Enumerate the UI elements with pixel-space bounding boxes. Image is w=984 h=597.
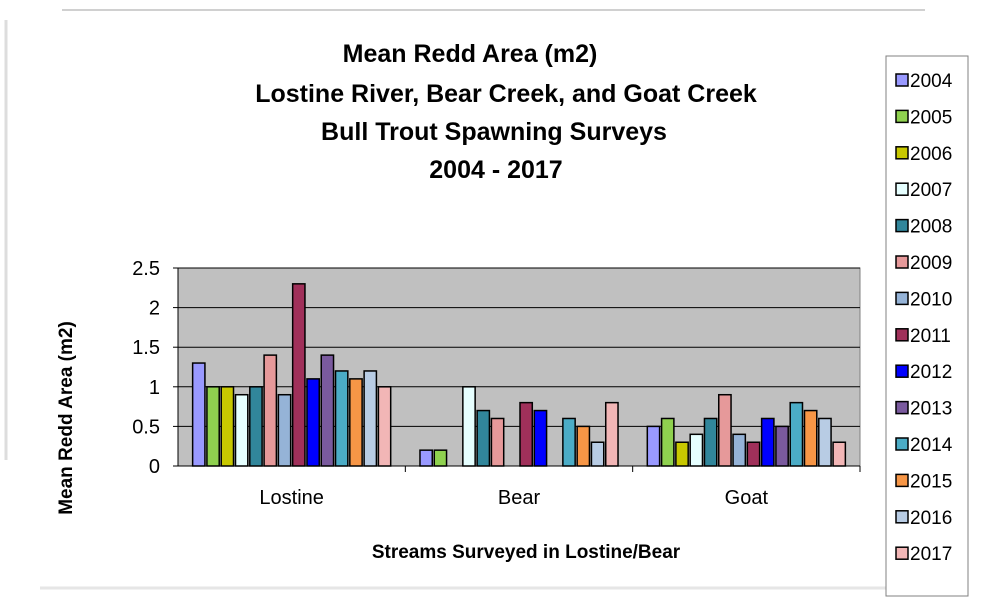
chart-title: Mean Redd Area (m2) Lostine River, Bear … bbox=[255, 40, 757, 184]
title-line-3: Bull Trout Spawning Surveys bbox=[321, 118, 667, 146]
bar-2007-goat bbox=[689, 433, 704, 467]
y-tick-labels: 0 0.5 1 1.5 2 2.5 bbox=[132, 258, 178, 478]
grid-lines bbox=[178, 267, 860, 427]
bar-2010-lostine bbox=[277, 393, 292, 467]
category-label: Lostine bbox=[259, 487, 324, 509]
axes bbox=[177, 268, 861, 472]
y-axis-title: Mean Redd Area (m2) bbox=[56, 321, 77, 515]
bar-2010-goat bbox=[732, 433, 747, 467]
bar-2005-goat bbox=[660, 417, 675, 467]
bar-2004-goat bbox=[646, 425, 661, 467]
bar-2015-lostine bbox=[349, 378, 363, 467]
legend-swatch-2008 bbox=[895, 218, 909, 233]
legend-swatch-2007 bbox=[895, 182, 909, 196]
bar-2017-lostine bbox=[377, 386, 392, 467]
plot-area bbox=[177, 267, 861, 467]
legend-label-2009: 2009 bbox=[910, 253, 952, 274]
category-labels: Lostine Bear Goat bbox=[259, 487, 768, 509]
legend-label-2010: 2010 bbox=[910, 289, 952, 310]
bar-2009-lostine bbox=[263, 354, 278, 467]
bar-2007-lostine bbox=[234, 393, 249, 467]
bar-2012-goat bbox=[760, 417, 775, 467]
bar-2009-goat bbox=[718, 393, 732, 467]
bar-2007-bear bbox=[462, 386, 476, 467]
bar-2011-goat bbox=[746, 441, 761, 467]
legend-label-2013: 2013 bbox=[910, 399, 952, 420]
title-line-1: Mean Redd Area (m2) bbox=[343, 40, 598, 68]
y-tick-label: 1.5 bbox=[132, 337, 160, 359]
legend-label-2015: 2015 bbox=[910, 471, 952, 492]
legend-swatch-2009 bbox=[895, 255, 909, 269]
legend-swatch-2016 bbox=[895, 510, 909, 524]
bar-2014-goat bbox=[789, 401, 804, 467]
legend-label-2004: 2004 bbox=[910, 71, 953, 92]
bar-2013-lostine bbox=[320, 354, 335, 467]
legend: 2004 2005 2006 2007 2008 2009 2010 2011 2012 2013… bbox=[885, 55, 969, 597]
y-tick-label: 2 bbox=[149, 298, 160, 320]
bar-2015-bear bbox=[576, 425, 591, 467]
bar-2012-bear bbox=[533, 409, 548, 467]
bar-2008-goat bbox=[703, 417, 718, 467]
y-tick-label: 0.5 bbox=[132, 416, 160, 438]
legend-label-2014: 2014 bbox=[910, 435, 953, 456]
bar-2005-lostine bbox=[206, 386, 220, 467]
bar-2016-lostine bbox=[363, 370, 378, 467]
bar-2016-bear bbox=[590, 441, 605, 467]
bar-2004-bear bbox=[419, 449, 434, 467]
legend-label-2008: 2008 bbox=[910, 217, 952, 238]
x-axis-title: Streams Surveyed in Lostine/Bear bbox=[372, 542, 681, 563]
legend-swatch-2006 bbox=[895, 146, 909, 160]
bar-2017-goat bbox=[832, 441, 847, 467]
y-tick-label: 1 bbox=[149, 377, 160, 399]
bar-2011-bear bbox=[519, 401, 534, 467]
legend-swatch-2017 bbox=[895, 546, 909, 560]
bar-2011-lostine bbox=[291, 283, 306, 467]
bar-2014-lostine bbox=[334, 370, 349, 467]
legend-swatch-2012 bbox=[895, 364, 909, 378]
category-label: Bear bbox=[498, 487, 541, 509]
legend-label-2011: 2011 bbox=[910, 326, 951, 347]
legend-swatch-2014 bbox=[895, 437, 909, 451]
bar-2006-goat bbox=[675, 441, 689, 467]
legend-label-2016: 2016 bbox=[910, 508, 952, 529]
legend-label-2017: 2017 bbox=[910, 544, 952, 565]
legend-swatch-2010 bbox=[895, 291, 909, 306]
bar-2004-lostine bbox=[191, 362, 206, 467]
title-line-4: 2004 - 2017 bbox=[429, 156, 562, 184]
legend-swatch-2013 bbox=[895, 400, 909, 415]
bar-2014-bear bbox=[562, 417, 576, 467]
legend-label-2007: 2007 bbox=[910, 180, 952, 201]
legend-swatch-2004 bbox=[895, 73, 909, 87]
bar-2008-lostine bbox=[249, 386, 263, 467]
legend-swatch-2005 bbox=[895, 109, 909, 124]
y-tick-label: 2.5 bbox=[132, 258, 160, 280]
title-line-2: Lostine River, Bear Creek, and Goat Cree… bbox=[255, 80, 757, 108]
bar-2006-lostine bbox=[220, 386, 235, 467]
bar-2009-bear bbox=[490, 417, 505, 467]
legend-swatch-2015 bbox=[895, 473, 909, 488]
legend-box bbox=[885, 55, 969, 597]
bar-2008-bear bbox=[476, 409, 491, 467]
bar-2013-goat bbox=[775, 425, 789, 467]
bar-2005-bear bbox=[433, 449, 448, 467]
bar-2015-goat bbox=[803, 409, 818, 467]
bar-2017-bear bbox=[604, 401, 619, 467]
legend-label-2006: 2006 bbox=[910, 144, 952, 165]
legend-label-2012: 2012 bbox=[910, 362, 952, 383]
y-tick-label: 0 bbox=[149, 456, 160, 478]
bar-2012-lostine bbox=[306, 378, 320, 467]
legend-label-2005: 2005 bbox=[910, 107, 952, 128]
category-label: Goat bbox=[725, 487, 769, 509]
legend-swatch-2011 bbox=[895, 328, 909, 342]
bar-2016-goat bbox=[818, 417, 832, 467]
